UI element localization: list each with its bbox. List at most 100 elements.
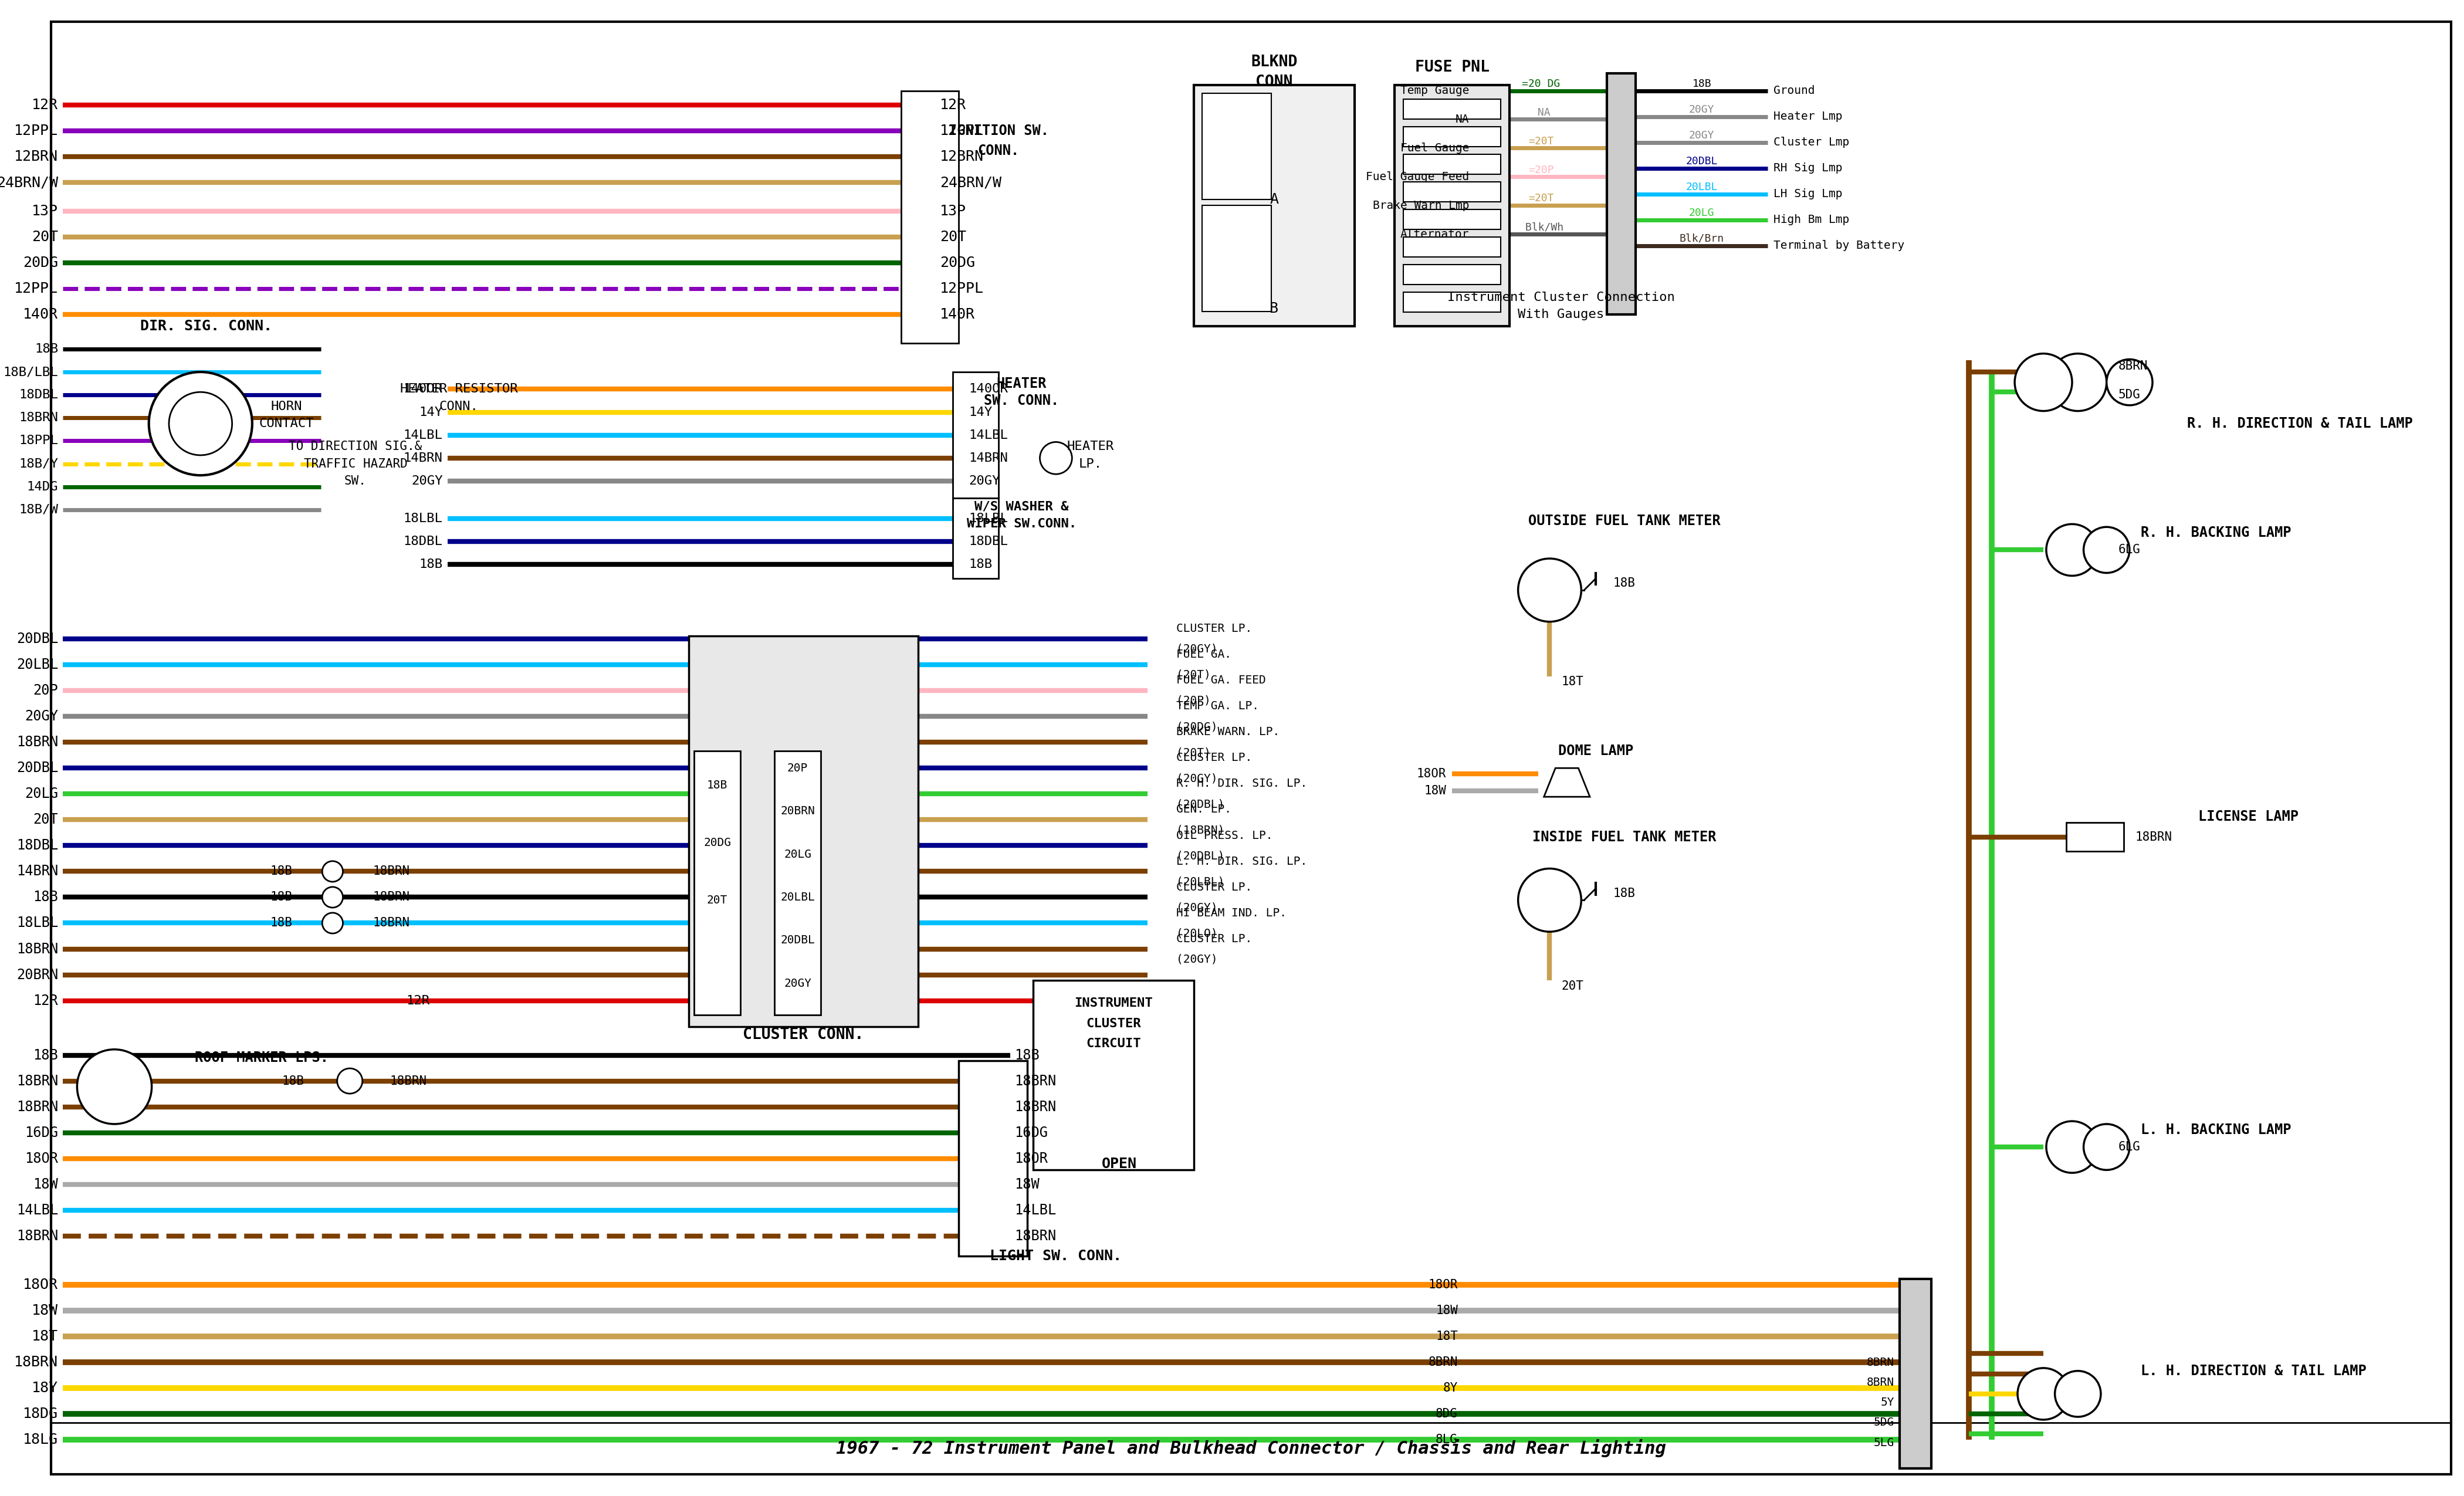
Text: 18B/LBL: 18B/LBL — [2, 367, 59, 378]
Text: CONN.: CONN. — [978, 144, 1020, 159]
Text: (20GY): (20GY) — [1175, 902, 1217, 913]
Text: 1967 - 72 Instrument Panel and Bulkhead Connector / Chassis and Rear Lighting: 1967 - 72 Instrument Panel and Bulkhead … — [835, 1439, 1666, 1457]
Circle shape — [170, 392, 232, 455]
Text: 5Y: 5Y — [1880, 1397, 1895, 1408]
Text: LP.: LP. — [1079, 458, 1101, 470]
Text: INSTRUMENT: INSTRUMENT — [1074, 998, 1153, 1010]
Text: 20DG: 20DG — [939, 256, 976, 269]
Text: 20LG: 20LG — [784, 848, 811, 860]
Text: 18BRN: 18BRN — [15, 1355, 59, 1369]
Text: 18B/W: 18B/W — [20, 504, 59, 516]
Text: 12R: 12R — [32, 993, 59, 1008]
Text: 18B/Y: 18B/Y — [20, 458, 59, 470]
Bar — [902, 91, 958, 343]
Text: (20GY): (20GY) — [1175, 773, 1217, 784]
Text: 18OR: 18OR — [1429, 1279, 1459, 1291]
Bar — [954, 373, 998, 498]
Text: Terminal by Battery: Terminal by Battery — [1774, 239, 1905, 251]
Text: (20LBL): (20LBL) — [1175, 877, 1225, 887]
Text: 20DBL: 20DBL — [781, 935, 816, 945]
Circle shape — [2050, 353, 2107, 411]
Circle shape — [2016, 353, 2072, 411]
Text: 8BRN: 8BRN — [1868, 1376, 1895, 1388]
Text: 18B: 18B — [968, 558, 993, 570]
Circle shape — [1040, 441, 1072, 474]
Text: CLUSTER LP.: CLUSTER LP. — [1175, 934, 1252, 944]
Circle shape — [148, 373, 251, 476]
Text: Brake Warn Lmp: Brake Warn Lmp — [1372, 200, 1469, 211]
Text: L. H. DIR. SIG. LP.: L. H. DIR. SIG. LP. — [1175, 856, 1308, 866]
Text: SW. CONN.: SW. CONN. — [983, 393, 1060, 408]
Text: With Gauges: With Gauges — [1518, 308, 1604, 320]
Text: (20GY): (20GY) — [1175, 953, 1217, 965]
Text: 18DBL: 18DBL — [17, 839, 59, 853]
Text: 13P: 13P — [939, 203, 966, 218]
Text: Fuel Gauge: Fuel Gauge — [1400, 142, 1469, 154]
Text: High Bm Lmp: High Bm Lmp — [1774, 214, 1850, 226]
Circle shape — [76, 1049, 153, 1123]
Bar — [1900, 1279, 1932, 1469]
Text: RH Sig Lmp: RH Sig Lmp — [1774, 163, 1843, 174]
Text: 18BRN: 18BRN — [20, 411, 59, 423]
Text: GEN. LP.: GEN. LP. — [1175, 803, 1232, 815]
Bar — [1395, 85, 1510, 326]
Circle shape — [2055, 1370, 2102, 1417]
Text: 18BRN: 18BRN — [372, 892, 409, 904]
Text: 18OR: 18OR — [1015, 1152, 1047, 1165]
Text: 18Y: 18Y — [32, 1381, 59, 1396]
Text: 18BRN: 18BRN — [1015, 1074, 1057, 1088]
Bar — [1202, 205, 1271, 311]
Text: 18W: 18W — [1424, 785, 1446, 797]
Text: R. H. BACKING LAMP: R. H. BACKING LAMP — [2141, 525, 2292, 540]
Text: 20LBL: 20LBL — [781, 892, 816, 904]
Text: 16DG: 16DG — [1015, 1125, 1047, 1140]
Text: 18W: 18W — [1015, 1177, 1040, 1191]
Circle shape — [2045, 524, 2097, 576]
Text: W/S WASHER &: W/S WASHER & — [973, 501, 1069, 513]
Text: 18LBL: 18LBL — [17, 916, 59, 931]
Text: 12R: 12R — [407, 995, 429, 1007]
Text: Temp Gauge: Temp Gauge — [1400, 85, 1469, 96]
Text: FUSE PNL: FUSE PNL — [1414, 60, 1488, 75]
Bar — [687, 636, 919, 1026]
Text: Blk/Wh: Blk/Wh — [1518, 221, 1562, 232]
Text: R. H. DIR. SIG. LP.: R. H. DIR. SIG. LP. — [1175, 778, 1308, 790]
Text: 20LG: 20LG — [25, 787, 59, 800]
Text: 6LG: 6LG — [2119, 545, 2141, 557]
Text: 14BRN: 14BRN — [17, 865, 59, 878]
Text: 140OR: 140OR — [404, 383, 444, 395]
Text: 20LBL: 20LBL — [17, 658, 59, 672]
Text: 6LG: 6LG — [2119, 1141, 2141, 1153]
Text: 18B: 18B — [419, 558, 444, 570]
Text: 18B: 18B — [1614, 577, 1636, 589]
Text: LIGHT SW. CONN.: LIGHT SW. CONN. — [991, 1249, 1121, 1263]
Text: 14LBL: 14LBL — [1015, 1203, 1057, 1218]
Text: OPEN: OPEN — [1101, 1158, 1136, 1171]
Circle shape — [323, 887, 342, 908]
Text: 14LBL: 14LBL — [17, 1203, 59, 1218]
Bar — [1404, 127, 1501, 147]
Text: 8DG: 8DG — [1437, 1408, 1459, 1420]
Text: 20GY: 20GY — [968, 476, 1000, 486]
Text: 14Y: 14Y — [968, 407, 993, 417]
Text: R. H. DIRECTION & TAIL LAMP: R. H. DIRECTION & TAIL LAMP — [2188, 416, 2412, 431]
Text: 18T: 18T — [1562, 676, 1584, 688]
Text: 18B: 18B — [271, 892, 293, 904]
Bar — [1404, 154, 1501, 175]
Text: 20GY: 20GY — [1688, 130, 1715, 141]
Text: CLUSTER LP.: CLUSTER LP. — [1175, 881, 1252, 893]
Text: 18B: 18B — [271, 866, 293, 877]
Text: 18BRN: 18BRN — [1015, 1228, 1057, 1243]
Text: 18OR: 18OR — [22, 1278, 59, 1293]
Text: 12PPL: 12PPL — [15, 124, 59, 138]
Text: Instrument Cluster Connection: Instrument Cluster Connection — [1446, 292, 1676, 304]
Text: CLUSTER: CLUSTER — [1087, 1017, 1141, 1029]
Text: 14BRN: 14BRN — [968, 452, 1008, 464]
Text: L. H. BACKING LAMP: L. H. BACKING LAMP — [2141, 1122, 2292, 1137]
Text: 18DBL: 18DBL — [404, 536, 444, 548]
Text: 20DBL: 20DBL — [1685, 156, 1717, 166]
Text: 20GY: 20GY — [1688, 105, 1715, 115]
Text: LICENSE LAMP: LICENSE LAMP — [2198, 809, 2299, 824]
Text: OUTSIDE FUEL TANK METER: OUTSIDE FUEL TANK METER — [1528, 515, 1720, 528]
Text: (18BRN): (18BRN) — [1175, 824, 1225, 835]
